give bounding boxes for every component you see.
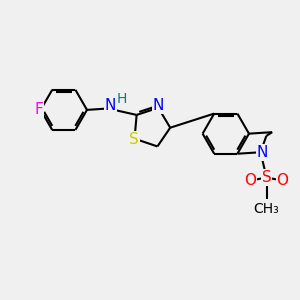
- Text: CH₃: CH₃: [254, 202, 279, 216]
- Text: F: F: [35, 102, 44, 117]
- Text: N: N: [256, 145, 268, 160]
- Text: N: N: [105, 98, 116, 113]
- Text: S: S: [129, 132, 139, 147]
- Text: N: N: [153, 98, 164, 113]
- Text: O: O: [277, 173, 289, 188]
- Text: H: H: [116, 92, 127, 106]
- Text: S: S: [262, 170, 272, 185]
- Text: O: O: [244, 173, 256, 188]
